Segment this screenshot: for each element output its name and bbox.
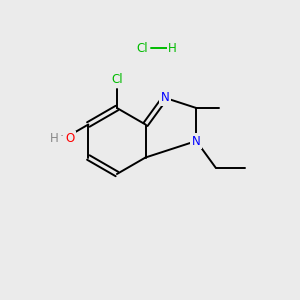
Text: ·: ·	[60, 130, 64, 143]
Text: Cl: Cl	[137, 41, 148, 55]
Text: N: N	[192, 134, 201, 148]
Text: O: O	[66, 132, 75, 145]
Text: H: H	[50, 132, 59, 145]
Text: N: N	[160, 91, 169, 104]
Text: H: H	[168, 41, 177, 55]
Text: Cl: Cl	[111, 73, 123, 86]
